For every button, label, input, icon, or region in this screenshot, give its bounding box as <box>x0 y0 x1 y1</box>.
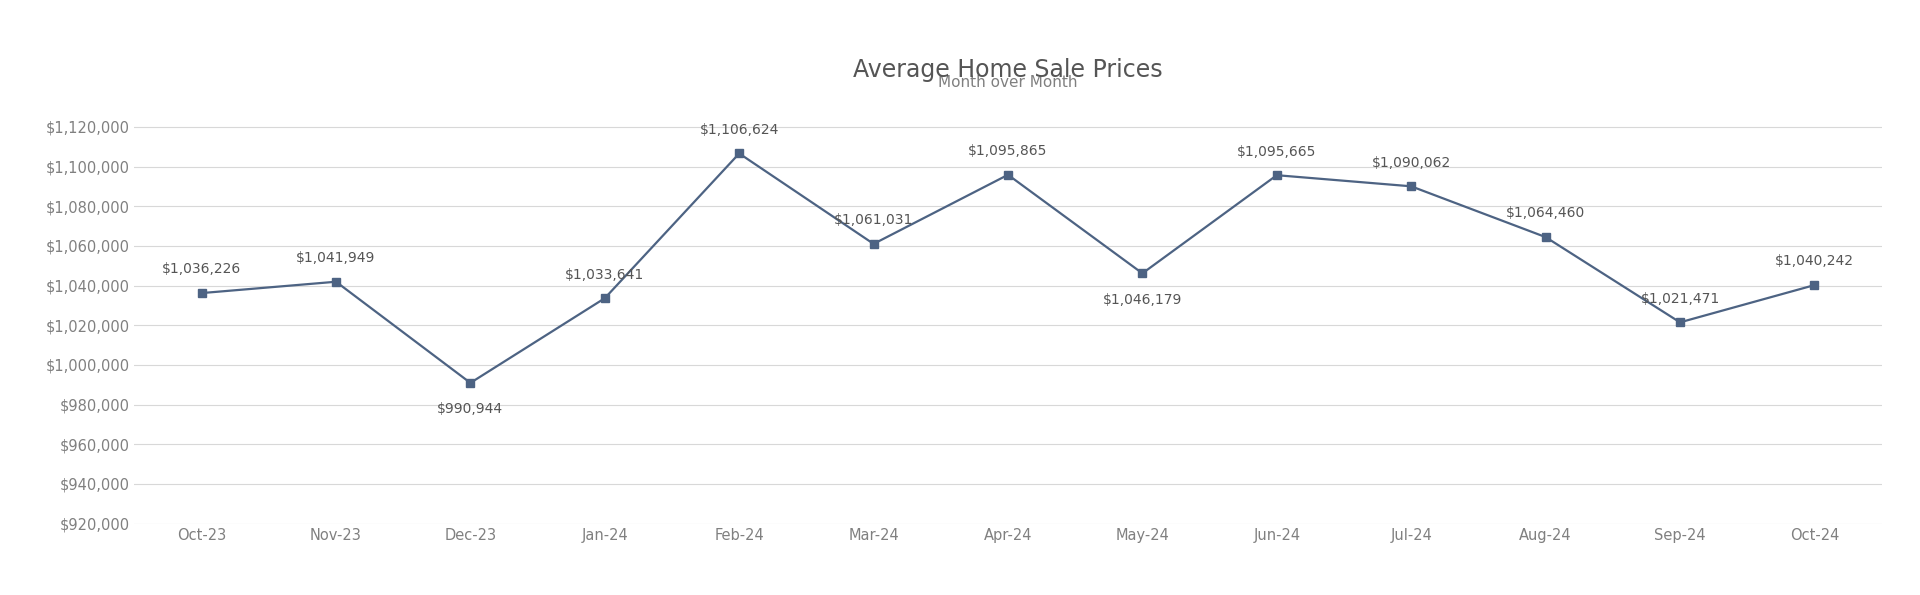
Text: $1,041,949: $1,041,949 <box>296 251 376 265</box>
Text: Month over Month: Month over Month <box>939 76 1077 90</box>
Text: $1,090,062: $1,090,062 <box>1371 156 1452 170</box>
Text: $1,046,179: $1,046,179 <box>1102 293 1183 307</box>
Text: $1,021,471: $1,021,471 <box>1640 292 1720 306</box>
Title: Average Home Sale Prices: Average Home Sale Prices <box>852 58 1164 82</box>
Text: $1,040,242: $1,040,242 <box>1774 255 1855 268</box>
Text: $1,033,641: $1,033,641 <box>564 268 645 281</box>
Text: $1,064,460: $1,064,460 <box>1505 206 1586 220</box>
Text: $1,095,665: $1,095,665 <box>1236 145 1317 158</box>
Text: $1,095,865: $1,095,865 <box>968 144 1048 158</box>
Text: $1,036,226: $1,036,226 <box>161 262 242 277</box>
Text: $1,106,624: $1,106,624 <box>699 123 780 137</box>
Text: $990,944: $990,944 <box>438 402 503 416</box>
Text: $1,061,031: $1,061,031 <box>833 213 914 227</box>
